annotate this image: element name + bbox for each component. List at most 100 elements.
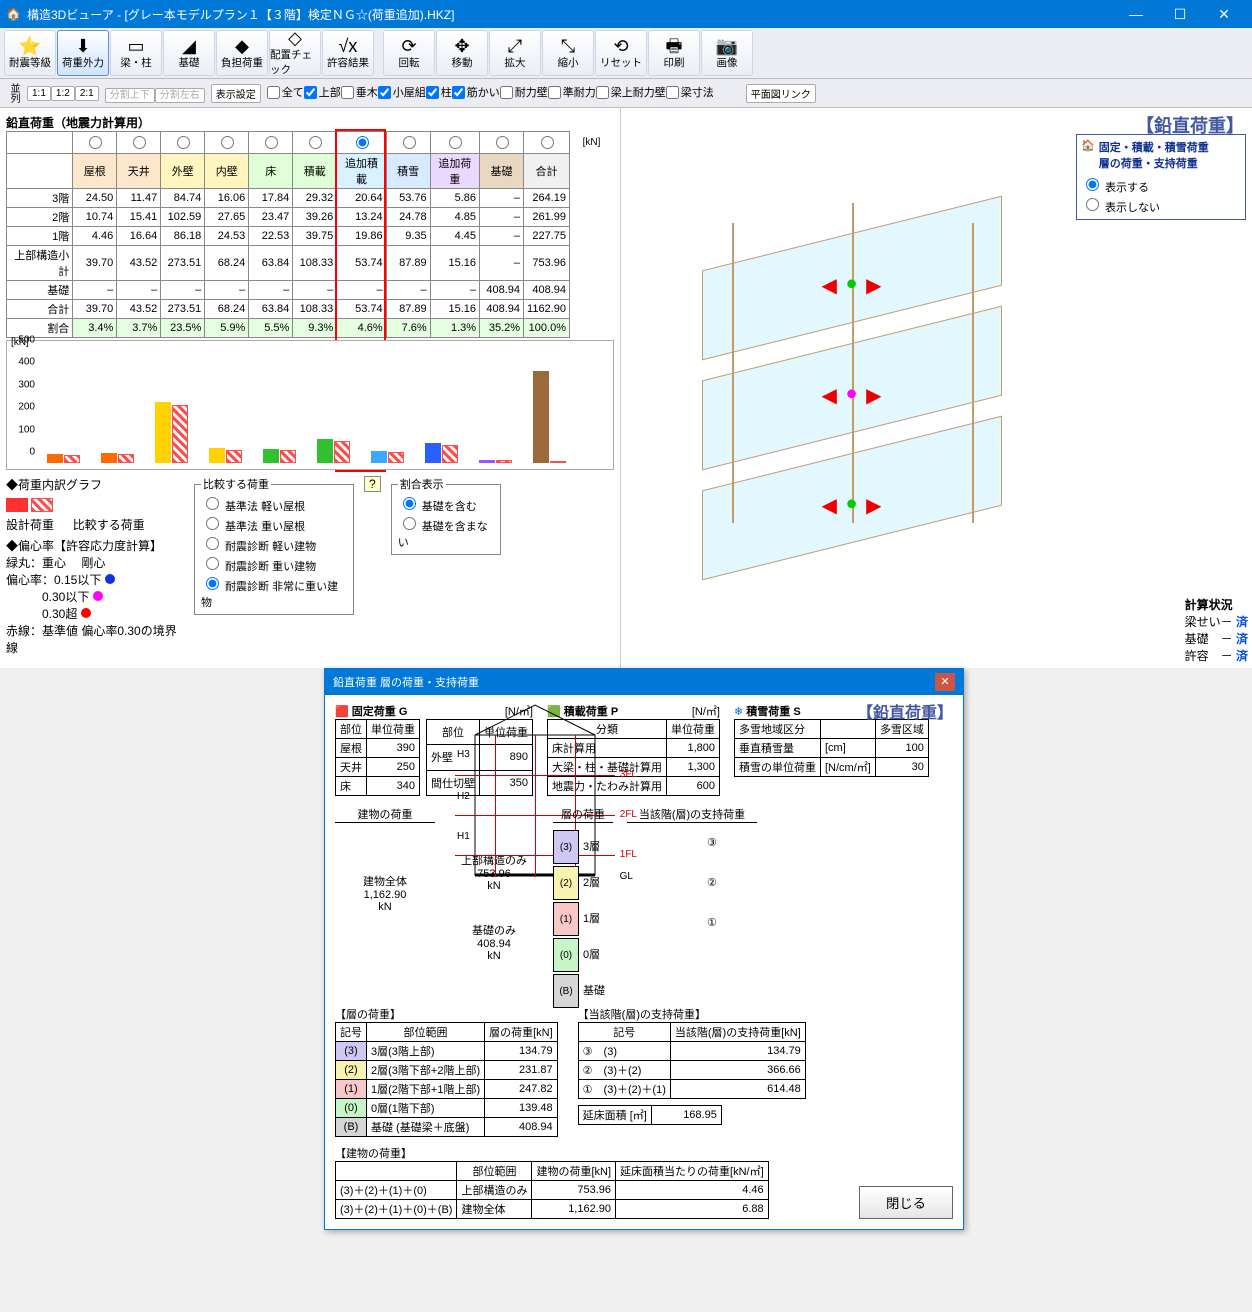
layer-table-title: 【層の荷重】 xyxy=(335,1006,558,1022)
check-小屋組[interactable]: 小屋組 xyxy=(378,84,426,100)
check-梁上耐力壁[interactable]: 梁上耐力壁 xyxy=(596,84,666,100)
check-梁寸法[interactable]: 梁寸法 xyxy=(666,84,714,100)
dialog-title: 鉛直荷重 層の荷重・支持荷重 xyxy=(333,674,479,690)
cell: 15.16 xyxy=(430,300,479,319)
ratio-1:2[interactable]: 1:2 xyxy=(51,86,75,101)
right-legend-opt[interactable]: 表示する xyxy=(1081,175,1241,195)
support-load-table: 記号当該階(層)の支持荷重[kN]③ (3)134.79② (3)＋(2)366… xyxy=(578,1022,806,1099)
ratio-1:1[interactable]: 1:1 xyxy=(27,86,51,101)
cell: 4.45 xyxy=(430,227,479,246)
check-上部[interactable]: 上部 xyxy=(304,84,341,100)
toolbar-負担荷重[interactable]: ◆負担荷重 xyxy=(216,30,268,76)
cell: 408.94 xyxy=(480,281,524,300)
compare-fieldset: 比較する荷重 基準法 軽い屋根 基準法 重い屋根 耐震診断 軽い建物 耐震診断 … xyxy=(194,476,354,615)
col-hdr: 積載 xyxy=(293,154,337,189)
col-radio[interactable] xyxy=(403,136,416,149)
dialog-corner-title: 【鉛直荷重】 xyxy=(857,699,953,723)
toolbar-荷重外力[interactable]: ⬇荷重外力 xyxy=(57,30,109,76)
cell: 408.94 xyxy=(524,281,570,300)
cell: 29.32 xyxy=(293,189,337,208)
cell: 20.64 xyxy=(337,189,386,208)
col-radio[interactable] xyxy=(496,136,509,149)
plan-link-button[interactable]: 平面図リンク xyxy=(746,84,816,103)
main-content: 鉛直荷重（地震力計算用） [kN]屋根天井外壁内壁床積載追加積載積雪追加荷重基礎… xyxy=(0,108,1252,668)
close-button[interactable]: ✕ xyxy=(1202,0,1246,28)
cell: 15.41 xyxy=(117,208,161,227)
split-btn[interactable]: 分割左右 xyxy=(155,88,205,103)
col-radio[interactable] xyxy=(356,136,369,149)
layer-box: (2) xyxy=(553,866,579,900)
minimize-button[interactable]: — xyxy=(1114,0,1158,28)
toolbar-印刷[interactable]: 🖶印刷 xyxy=(648,30,700,76)
cell: 227.75 xyxy=(524,227,570,246)
compare-opt[interactable]: 基準法 軽い屋根 xyxy=(201,494,349,514)
display-settings-button[interactable]: 表示設定 xyxy=(211,84,261,103)
check-全て[interactable]: 全て xyxy=(267,84,304,100)
toolbar-耐震等級[interactable]: ⭐耐震等級 xyxy=(4,30,56,76)
cell: – xyxy=(293,281,337,300)
check-準耐力[interactable]: 準耐力 xyxy=(548,84,596,100)
toolbar-梁・柱[interactable]: ▭梁・柱 xyxy=(110,30,162,76)
cell: 4.85 xyxy=(430,208,479,227)
compare-opt[interactable]: 耐震診断 非常に重い建物 xyxy=(201,574,349,610)
col-radio[interactable] xyxy=(309,136,322,149)
cell: 16.06 xyxy=(205,189,249,208)
col-radio[interactable] xyxy=(177,136,190,149)
check-垂木[interactable]: 垂木 xyxy=(341,84,378,100)
col-radio[interactable] xyxy=(265,136,278,149)
toolbar-縮小[interactable]: ⤡縮小 xyxy=(542,30,594,76)
check-筋かい[interactable]: 筋かい xyxy=(452,84,500,100)
arrange-label: 並列 xyxy=(6,83,21,103)
cell: 108.33 xyxy=(293,300,337,319)
col-hdr: 床 xyxy=(249,154,293,189)
layer-load-table: 記号部位範囲層の荷重[kN](3)3層(3階上部)134.79(2)2層(3階下… xyxy=(335,1022,558,1137)
row-hdr: 2階 xyxy=(7,208,73,227)
toolbar-回転[interactable]: ⟳回転 xyxy=(383,30,435,76)
cell: – xyxy=(430,281,479,300)
toolbar-拡大[interactable]: ⤢拡大 xyxy=(489,30,541,76)
col-hdr: 追加荷重 xyxy=(430,154,479,189)
check-耐力壁[interactable]: 耐力壁 xyxy=(500,84,548,100)
3d-viewport[interactable]: ◀●▶ ◀●▶ ◀●▶ xyxy=(631,138,1072,628)
cell: 63.84 xyxy=(249,300,293,319)
cell: 43.52 xyxy=(117,300,161,319)
cell: – xyxy=(117,281,161,300)
toolbar-配置チェック[interactable]: ◇配置チェック xyxy=(269,30,321,76)
compare-opt[interactable]: 耐震診断 軽い建物 xyxy=(201,534,349,554)
right-legend-opt[interactable]: 表示しない xyxy=(1081,195,1241,215)
compare-opt[interactable]: 基準法 重い屋根 xyxy=(201,514,349,534)
cell: 273.51 xyxy=(161,246,205,281)
cell: – xyxy=(480,246,524,281)
split-btn[interactable]: 分割上下 xyxy=(105,88,155,103)
legend-title: ◆荷重内訳グラフ xyxy=(6,476,184,493)
ratio-2:1[interactable]: 2:1 xyxy=(75,86,99,101)
toolbar-画像[interactable]: 📷画像 xyxy=(701,30,753,76)
cell: 24.78 xyxy=(386,208,430,227)
layer-box: (B) xyxy=(553,974,579,1008)
app-icon: 🏠 xyxy=(6,7,21,21)
col-radio[interactable] xyxy=(449,136,462,149)
col-radio[interactable] xyxy=(541,136,554,149)
cell: 10.74 xyxy=(73,208,117,227)
toolbar-移動[interactable]: ✥移動 xyxy=(436,30,488,76)
toolbar-許容結果[interactable]: √x許容結果 xyxy=(322,30,374,76)
cell: 22.53 xyxy=(249,227,293,246)
cell: 16.64 xyxy=(117,227,161,246)
dialog-close-icon[interactable]: ✕ xyxy=(935,673,955,691)
check-柱[interactable]: 柱 xyxy=(426,84,452,100)
toolbar-基礎[interactable]: ◢基礎 xyxy=(163,30,215,76)
col-radio[interactable] xyxy=(221,136,234,149)
s-icon: ❄ xyxy=(734,706,743,718)
maximize-button[interactable]: ☐ xyxy=(1158,0,1202,28)
help-icon[interactable]: ? xyxy=(364,476,381,492)
col-radio[interactable] xyxy=(133,136,146,149)
col-radio[interactable] xyxy=(89,136,102,149)
ratio-opt[interactable]: 基礎を含まない xyxy=(398,514,496,550)
building-load-label: 建物の荷重 xyxy=(335,806,435,823)
legend-hatched-swatch xyxy=(31,498,53,512)
close-button[interactable]: 閉じる xyxy=(859,1186,953,1219)
layer-box: (1) xyxy=(553,902,579,936)
ratio-opt[interactable]: 基礎を含む xyxy=(398,494,496,514)
toolbar-リセット[interactable]: ⟲リセット xyxy=(595,30,647,76)
compare-opt[interactable]: 耐震診断 重い建物 xyxy=(201,554,349,574)
